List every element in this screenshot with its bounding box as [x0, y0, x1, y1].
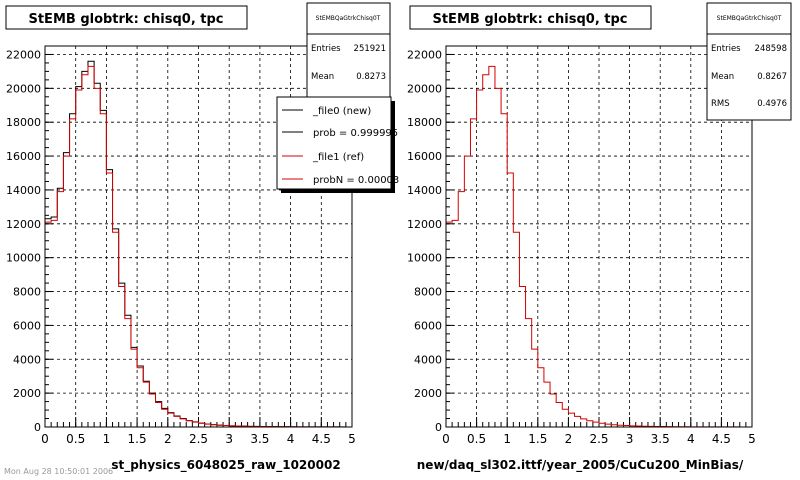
y-tick-label: 22000	[407, 48, 442, 61]
y-tick-label: 22000	[6, 48, 41, 61]
x-tick-label: 4	[687, 432, 695, 446]
x-axis-label: new/daq_sl302.ittf/year_2005/CuCu200_Min…	[417, 458, 744, 473]
y-tick-label: 2000	[414, 387, 442, 400]
legend-entry-new: _file0 (new)	[312, 106, 371, 117]
y-tick-label: 16000	[6, 150, 41, 163]
stats-entries-label: Entries	[711, 44, 741, 54]
x-tick-label: 0	[41, 432, 49, 446]
y-axis-ticks: 0 2000 4000 6000 8000 10000 12000 14000 16000 180…	[6, 45, 53, 434]
y-tick-label: 6000	[13, 319, 41, 332]
x-tick-label: 0.5	[66, 432, 85, 446]
x-axis-ticks: 0 0.5 1 1.5 2 2.5 3 3.5 4 4.5 5	[442, 417, 756, 446]
x-tick-label: 1.5	[528, 432, 547, 446]
y-tick-label: 20000	[407, 82, 442, 95]
y-tick-label: 10000	[407, 252, 442, 265]
x-tick-label: 5	[348, 432, 356, 446]
stats-mean-value: 0.8267	[757, 72, 787, 82]
x-tick-label: 1	[503, 432, 511, 446]
x-tick-label: 1	[103, 432, 111, 446]
y-tick-label: 2000	[13, 387, 41, 400]
y-axis-ticks: 0 2000 4000 6000 8000 10000 12000 14000 16000 180…	[407, 45, 454, 434]
x-tick-label: 2.5	[589, 432, 608, 446]
legend-entry-prob: prob = 0.999995	[313, 128, 398, 139]
x-tick-label: 3.5	[651, 432, 670, 446]
stats-mean-label: Mean	[711, 72, 734, 82]
x-axis-ticks: 0 0.5 1 1.5 2 2.5 3 3.5 4 4.5 5	[41, 417, 356, 446]
x-tick-label: 0	[442, 432, 450, 446]
x-tick-label: 0.5	[467, 432, 486, 446]
y-tick-label: 12000	[407, 218, 442, 231]
stats-box: StEMBQaGtrkChisq0T Entries 251921 Mean 0…	[306, 2, 391, 98]
chart-panel-left: StEMB globtrk: chisq0, tpc 0 2000 4000 6000…	[5, 2, 399, 473]
legend-entry-ref: _file1 (ref)	[312, 152, 364, 163]
x-tick-label: 2.5	[189, 432, 208, 446]
x-axis-label: st_physics_6048025_raw_1020002	[111, 458, 340, 473]
x-tick-label: 1.5	[128, 432, 147, 446]
plot-frame	[44, 45, 353, 428]
y-tick-label: 8000	[414, 286, 442, 299]
y-tick-label: 14000	[6, 184, 41, 197]
x-tick-label: 4.5	[712, 432, 731, 446]
stats-entries-label: Entries	[311, 44, 341, 54]
legend: _file0 (new) prob = 0.999995 _file1 (ref…	[276, 96, 399, 193]
y-tick-label: 14000	[407, 184, 442, 197]
stats-mean-value: 0.8273	[356, 72, 386, 82]
x-tick-label: 3	[626, 432, 634, 446]
x-tick-label: 3.5	[250, 432, 269, 446]
stats-name: StEMBQaGtrkChisq0T	[717, 15, 782, 22]
stats-entries-value: 248598	[755, 44, 787, 54]
y-tick-label: 0	[435, 421, 442, 434]
y-tick-label: 16000	[407, 150, 442, 163]
y-tick-label: 10000	[6, 252, 41, 265]
legend-entry-probn: probN = 0.00003	[313, 175, 399, 186]
x-tick-label: 4.5	[312, 432, 331, 446]
x-tick-label: 3	[225, 432, 233, 446]
y-tick-label: 4000	[13, 353, 41, 366]
y-tick-label: 18000	[6, 116, 41, 129]
stats-mean-label: Mean	[311, 72, 334, 82]
y-tick-label: 18000	[407, 116, 442, 129]
chart-title-box	[409, 5, 652, 30]
y-tick-label: 12000	[6, 218, 41, 231]
stats-name: StEMBQaGtrkChisq0T	[316, 15, 381, 22]
y-tick-label: 4000	[414, 353, 442, 366]
stats-box: StEMBQaGtrkChisq0T Entries 248598 Mean 0…	[706, 2, 792, 121]
y-tick-label: 8000	[13, 286, 41, 299]
stats-rms-label: RMS	[711, 99, 730, 109]
y-tick-label: 6000	[414, 319, 442, 332]
y-tick-label: 20000	[6, 82, 41, 95]
x-tick-label: 4	[287, 432, 295, 446]
x-tick-label: 5	[748, 432, 756, 446]
stats-entries-value: 251921	[354, 44, 386, 54]
x-tick-label: 2	[164, 432, 172, 446]
grid-lines	[446, 46, 752, 427]
x-tick-label: 2	[565, 432, 573, 446]
chart-panel-right: StEMB globtrk: chisq0, tpc 0 2000 4000 6000…	[407, 2, 792, 473]
stats-rms-value: 0.4976	[757, 99, 787, 109]
chart-title: StEMB globtrk: chisq0, tpc	[432, 12, 627, 27]
y-tick-label: 0	[34, 421, 41, 434]
chart-title: StEMB globtrk: chisq0, tpc	[28, 12, 223, 27]
timestamp-footer: Mon Aug 28 10:50:01 2006	[4, 467, 114, 476]
plot-frame	[445, 45, 753, 428]
chart-title-box	[5, 5, 248, 30]
